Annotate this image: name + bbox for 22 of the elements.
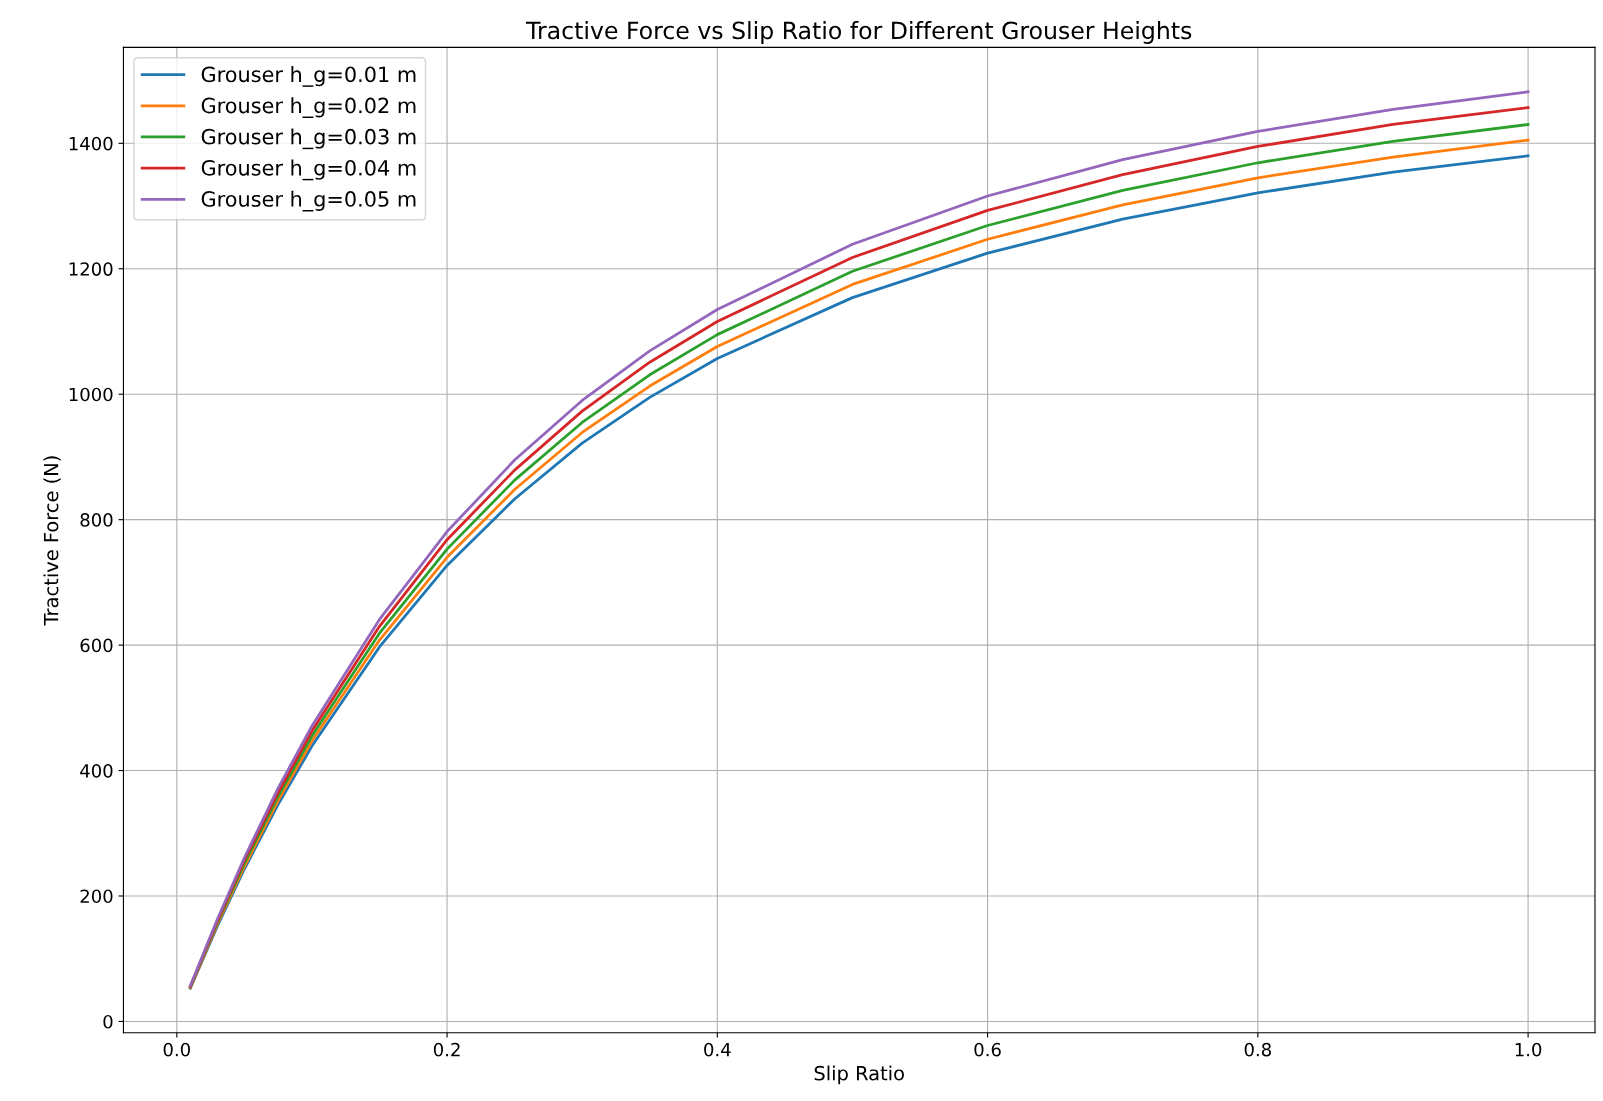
y-axis-title: Tractive Force (N) <box>43 456 61 626</box>
y-tick-label: 200 <box>80 889 113 904</box>
legend-label: Grouser h_g=0.01 m <box>201 66 416 87</box>
y-tick-label: 800 <box>80 513 113 527</box>
x-tick-label: 0.4 <box>704 1042 731 1057</box>
x-tick-label: 0.0 <box>163 1042 190 1057</box>
y-tick-label: 400 <box>80 764 113 778</box>
y-tick-label: 1000 <box>69 387 113 402</box>
y-tick-label: 600 <box>80 638 113 653</box>
y-tick-label: 0 <box>103 1014 113 1029</box>
chart-title: Tractive Force vs Slip Ratio for Different Grouser Heights <box>525 21 1192 44</box>
legend-label: Grouser h_g=0.02 m <box>201 97 416 118</box>
y-tick-label: 1200 <box>69 262 113 276</box>
x-tick-label: 1.0 <box>1515 1042 1542 1057</box>
x-tick-label: 0.6 <box>974 1042 1001 1057</box>
legend-label: Grouser h_g=0.03 m <box>201 128 416 150</box>
x-axis-title: Slip Ratio <box>814 1065 904 1085</box>
y-tick-label: 1400 <box>69 136 113 151</box>
legend-label: Grouser h_g=0.04 m <box>201 159 416 181</box>
legend-label: Grouser h_g=0.05 m <box>201 190 416 212</box>
x-tick-label: 0.2 <box>433 1042 460 1057</box>
x-tick-label: 0.8 <box>1244 1042 1271 1057</box>
